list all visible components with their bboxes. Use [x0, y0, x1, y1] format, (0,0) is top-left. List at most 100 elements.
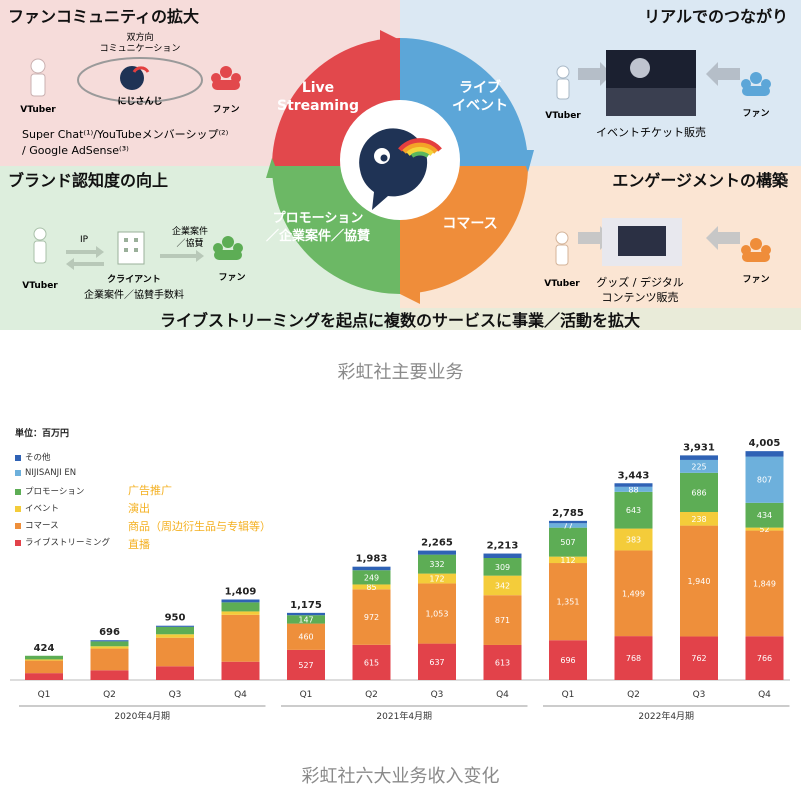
label-fan-br: ファン	[742, 274, 769, 285]
bar-segment	[483, 575, 522, 596]
label-ip: IP	[80, 235, 89, 245]
legend-item-promotion: プロモーション	[15, 485, 84, 497]
arrow-ip-right	[66, 246, 104, 258]
legend-item-other: その他	[15, 451, 51, 463]
bar-segment-label: 615	[364, 658, 379, 667]
bar-segment-label: 613	[495, 658, 510, 667]
bar-segment-label: 309	[495, 563, 510, 572]
bar-segment	[680, 525, 718, 637]
legend-swatch-en	[15, 469, 21, 476]
fan-icon-tl	[211, 66, 241, 90]
caption-revenue-change: 彩虹社六大业务收入变化	[301, 766, 500, 787]
bar-segment	[156, 637, 194, 667]
bar-segment-label: 238	[691, 515, 706, 524]
bar-segment-label: 112	[560, 556, 575, 565]
bottom-banner-bg	[0, 308, 801, 330]
bar-segment-label: 460	[298, 633, 313, 642]
fan-icon-tr	[741, 72, 771, 96]
bar-segment	[549, 520, 587, 524]
bar-segment	[483, 644, 522, 680]
nijisanji-mini-logo	[120, 66, 150, 90]
vtuber-figure-br	[555, 231, 569, 266]
bar-total-label: 950	[165, 613, 186, 624]
bar-segment-label: 1,940	[688, 577, 711, 586]
bar-segment-label: 871	[495, 616, 510, 625]
bar-segment-label: 85	[366, 583, 376, 592]
bar-segment	[221, 614, 260, 662]
bar-segment	[25, 655, 63, 660]
x-tick-label: Q2	[365, 690, 378, 700]
bar-segment-label: 342	[495, 581, 510, 590]
bar-segment	[156, 626, 194, 635]
bar-segment-label: 1,053	[426, 610, 449, 619]
bar-total-label: 424	[34, 643, 55, 654]
bar-segment	[745, 456, 784, 503]
arrow-live	[380, 30, 400, 50]
bar-total-label: 1,175	[290, 600, 322, 611]
concert-photo	[606, 50, 696, 116]
label-client: クライアント	[107, 274, 161, 285]
label-nijisanji: にじさんじ	[117, 96, 162, 107]
bar-segment	[745, 530, 784, 637]
bar-segment	[745, 636, 784, 680]
bar-total-label: 3,931	[683, 442, 715, 453]
bar-segment-label: 643	[626, 506, 641, 515]
bar-segment	[221, 599, 260, 603]
bar-segment-label: 434	[757, 511, 772, 520]
bar-segment	[352, 584, 391, 590]
arrow-right-tr	[578, 62, 612, 86]
label-corp-fee: 企業案件／協賛手数料	[84, 288, 184, 301]
legend-swatch-promotion	[15, 488, 21, 495]
bar-segment-label: 696	[560, 656, 575, 665]
bar-segment-label: 52	[759, 525, 769, 534]
bar-segment-label: 77	[563, 521, 573, 530]
bar-segment-label: 225	[691, 462, 706, 471]
bar-segment	[221, 661, 260, 680]
bar-total-label: 1,983	[356, 554, 388, 565]
label-goods-2: コンテンツ販売	[602, 291, 679, 304]
bar-segment	[90, 646, 129, 649]
x-tick-label: Q1	[562, 690, 575, 700]
bar-segment	[483, 553, 522, 558]
title-engagement: エンゲージメントの構築	[612, 171, 789, 190]
bar-segment	[680, 455, 718, 460]
bar-segment	[287, 649, 325, 680]
goods-photo	[602, 218, 682, 266]
bar-segment	[745, 451, 784, 457]
legend-label-promotion: プロモーション	[25, 487, 85, 497]
arrow-left-br	[706, 226, 740, 250]
arrow-commerce	[400, 292, 420, 304]
bar-segment	[549, 527, 587, 557]
bar-segment	[418, 583, 456, 644]
bar-segment	[614, 483, 653, 487]
bar-segment-label: 172	[429, 575, 444, 584]
bar-segment-label: 332	[429, 560, 444, 569]
bar-total-label: 2,265	[421, 538, 453, 549]
legend-swatch-event	[15, 505, 21, 512]
bar-segment-label: 637	[429, 658, 444, 667]
bar-segment	[352, 566, 391, 571]
bar-segment-label: 686	[691, 488, 706, 497]
bar-segment	[221, 611, 260, 615]
seg-label-commerce: コマース	[442, 216, 497, 232]
fan-icon-br	[741, 238, 771, 262]
bar-segment	[483, 595, 522, 645]
legend-label-event: イベント	[25, 504, 60, 514]
x-tick-label: Q1	[300, 690, 313, 700]
bar-segment	[549, 556, 587, 564]
bar-segment	[25, 673, 63, 680]
group-label: 2021年4月期	[376, 710, 432, 722]
bar-segment	[614, 486, 653, 492]
bar-segment-label: 249	[364, 573, 379, 582]
bar-total-label: 696	[99, 627, 120, 638]
bar-segment	[352, 644, 391, 680]
vtuber-figure-bl	[33, 227, 47, 264]
legend-item-event: イベント	[15, 502, 59, 514]
bar-segment	[614, 528, 653, 551]
label-corp-case-2: ／協賛	[176, 237, 203, 249]
title-fan-community: ファンコミュニティの拡大	[8, 7, 199, 26]
x-tick-label: Q4	[496, 690, 509, 700]
bar-segment	[156, 634, 194, 638]
bar-segment	[614, 491, 653, 529]
caption-main-business: 彩虹社主要业务	[337, 362, 464, 383]
